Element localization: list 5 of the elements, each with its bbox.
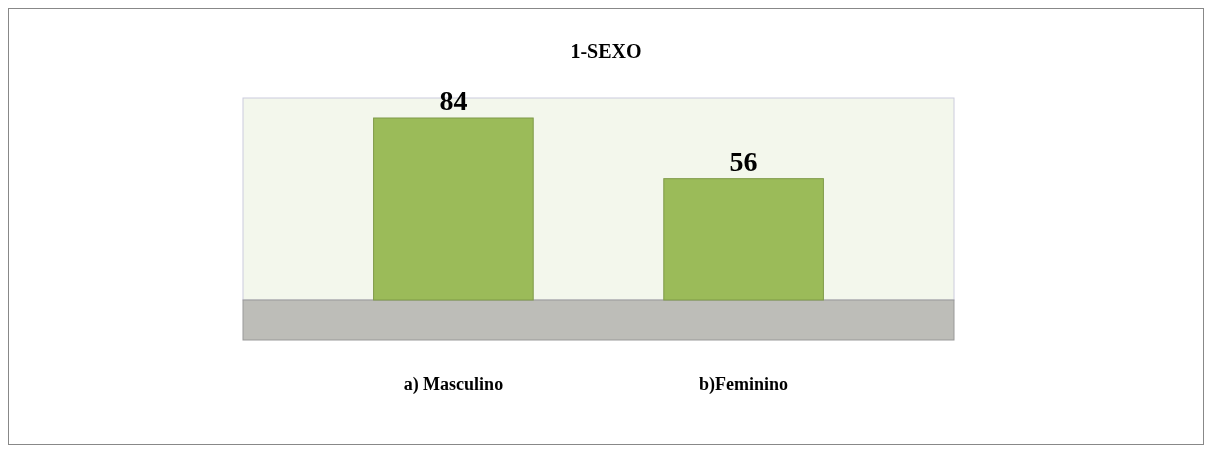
- x-tick-label: a) Masculino: [403, 374, 504, 395]
- x-tick-label: b)Feminino: [699, 374, 789, 395]
- chart-title: 1-SEXO: [570, 40, 642, 62]
- data-label: 84: [439, 85, 468, 116]
- data-label: 56: [729, 145, 758, 177]
